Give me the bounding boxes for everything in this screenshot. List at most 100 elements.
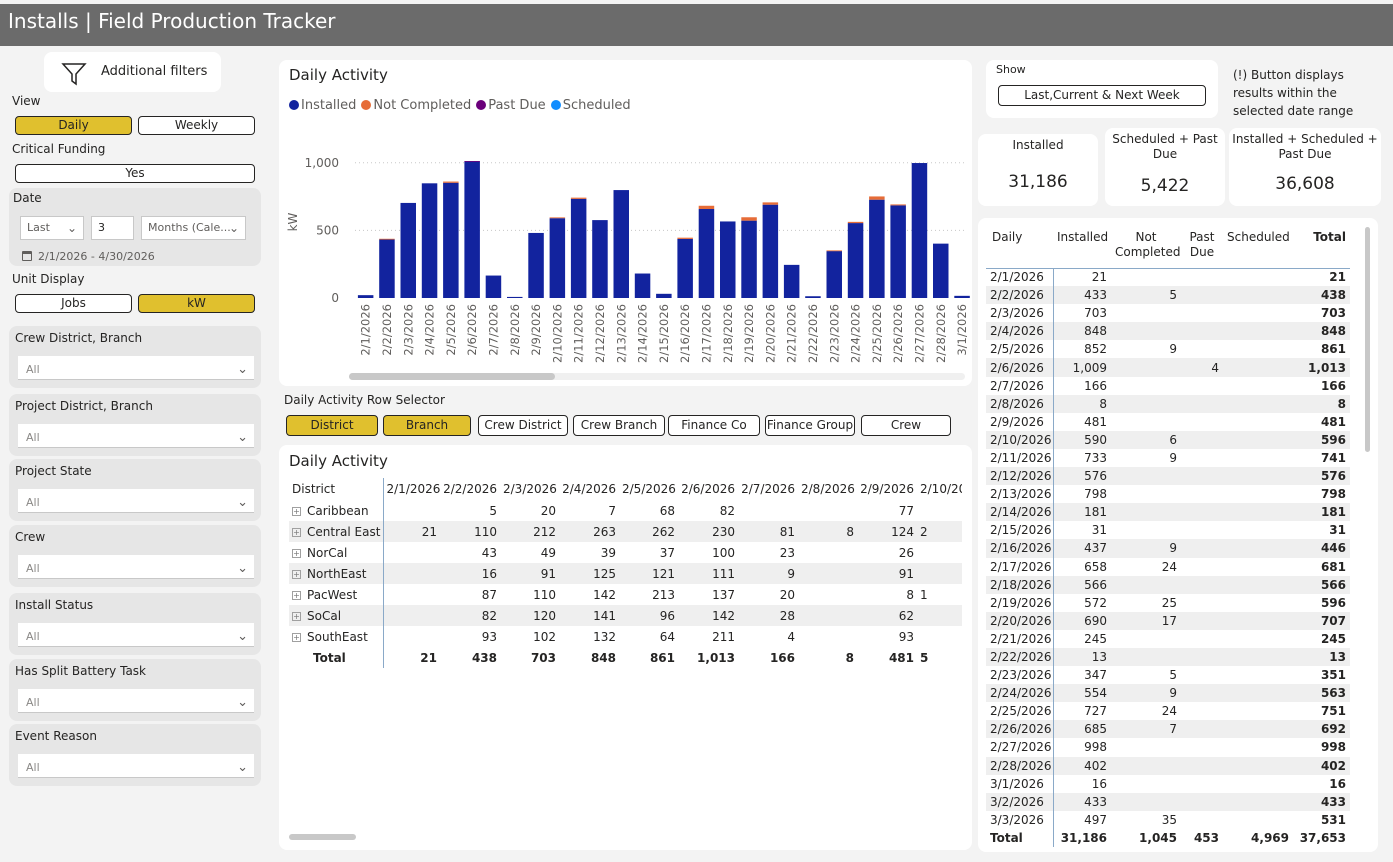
matrix-column-header[interactable]: 2/1/2026 xyxy=(386,482,441,496)
last-current-next-week-button[interactable]: Last,Current & Next Week xyxy=(998,85,1206,106)
matrix-row-header[interactable]: + NorCal xyxy=(289,542,384,563)
additional-filters-button[interactable]: Additional filters xyxy=(44,52,221,92)
expand-icon[interactable]: + xyxy=(292,527,301,537)
matrix-column-header[interactable]: 2/4/2026 xyxy=(562,482,616,496)
matrix-row-header[interactable]: + SoCal xyxy=(289,605,384,626)
matrix-column-header[interactable]: 2/3/2026 xyxy=(503,482,557,496)
bar-installed[interactable] xyxy=(762,204,779,298)
row-selector-crew-district[interactable]: Crew District xyxy=(478,415,568,436)
slicer-dropdown[interactable]: All ⌄ xyxy=(18,555,254,579)
bar-not-completed[interactable] xyxy=(762,202,779,205)
matrix-column-header[interactable]: 2/5/2026 xyxy=(622,482,676,496)
table-vertical-scrollbar[interactable] xyxy=(1365,227,1370,452)
bar-installed[interactable] xyxy=(783,264,800,298)
date-count-input[interactable]: 3 xyxy=(91,216,134,240)
bar-installed[interactable] xyxy=(464,161,480,298)
matrix-column-header[interactable]: 2/9/2026 xyxy=(860,482,914,496)
bar-installed[interactable] xyxy=(613,190,630,298)
bar-installed[interactable] xyxy=(890,205,906,298)
matrix-column-header[interactable]: 2/2/2026 xyxy=(443,482,497,496)
bar-past-due[interactable] xyxy=(464,161,480,162)
bar-installed[interactable] xyxy=(656,293,672,298)
row-selector-branch[interactable]: Branch xyxy=(383,415,471,436)
unit-kw-button[interactable]: kW xyxy=(138,294,255,313)
bar-installed[interactable] xyxy=(400,202,417,298)
table-column-header[interactable]: Installed xyxy=(1053,226,1111,269)
table-column-header[interactable]: Scheduled xyxy=(1223,226,1293,269)
slicer-dropdown[interactable]: All ⌄ xyxy=(18,356,254,380)
bar-installed[interactable] xyxy=(592,220,608,298)
bar-installed[interactable] xyxy=(933,243,949,298)
matrix-column-header[interactable]: 2/6/2026 xyxy=(681,482,735,496)
table-column-header[interactable]: Total xyxy=(1293,226,1350,269)
slicer-dropdown[interactable]: All ⌄ xyxy=(18,754,254,778)
matrix-row-header[interactable]: + PacWest xyxy=(289,584,384,605)
matrix-row-header[interactable]: + Caribbean xyxy=(289,500,384,521)
bar-installed[interactable] xyxy=(485,275,502,298)
row-selector-finance-co[interactable]: Finance Co xyxy=(668,415,760,436)
matrix-row-header[interactable]: + NorthEast xyxy=(289,563,384,584)
bar-installed[interactable] xyxy=(954,295,970,298)
bar-installed[interactable] xyxy=(549,218,566,298)
bar-installed[interactable] xyxy=(720,221,736,298)
expand-icon[interactable]: + xyxy=(292,611,301,621)
expand-icon[interactable]: + xyxy=(292,569,301,579)
bar-installed[interactable] xyxy=(826,251,843,298)
matrix-horizontal-scrollbar[interactable] xyxy=(289,834,356,840)
row-selector-finance-group[interactable]: Finance Group xyxy=(765,415,855,436)
bar-installed[interactable] xyxy=(847,223,864,298)
bar-installed[interactable] xyxy=(421,183,438,298)
bar-installed[interactable] xyxy=(677,238,693,298)
row-selector-crew[interactable]: Crew xyxy=(861,415,951,436)
bar-installed[interactable] xyxy=(805,296,821,298)
bar-installed[interactable] xyxy=(570,198,587,298)
matrix-row-header[interactable]: + Central East xyxy=(289,521,384,542)
bar-installed[interactable] xyxy=(741,220,757,298)
bar-installed[interactable] xyxy=(507,296,523,298)
legend-item[interactable]: Past Due xyxy=(476,98,546,113)
bar-not-completed[interactable] xyxy=(443,181,459,183)
expand-icon[interactable]: + xyxy=(292,506,301,516)
chart-scrollbar-thumb[interactable] xyxy=(349,373,555,380)
bar-not-completed[interactable] xyxy=(741,217,757,221)
bar-not-completed[interactable] xyxy=(379,238,395,240)
matrix-column-header[interactable]: District xyxy=(289,478,384,500)
table-column-header[interactable]: Not Completed xyxy=(1111,226,1181,269)
date-relative-dropdown[interactable]: Last ⌄ xyxy=(20,216,84,240)
bar-not-completed[interactable] xyxy=(549,217,566,219)
unit-jobs-button[interactable]: Jobs xyxy=(15,294,132,313)
view-weekly-button[interactable]: Weekly xyxy=(138,116,255,135)
view-daily-button[interactable]: Daily xyxy=(15,116,132,135)
chart-horizontal-scrollbar[interactable] xyxy=(349,373,965,380)
row-selector-district[interactable]: District xyxy=(286,415,378,436)
bar-installed[interactable] xyxy=(634,273,651,298)
row-selector-crew-branch[interactable]: Crew Branch xyxy=(573,415,665,436)
bar-not-completed[interactable] xyxy=(869,196,885,200)
critical-funding-yes-button[interactable]: Yes xyxy=(15,164,255,183)
bar-not-completed[interactable] xyxy=(826,250,843,252)
matrix-row-header[interactable]: + SouthEast xyxy=(289,626,384,647)
bar-not-completed[interactable] xyxy=(677,237,693,239)
slicer-dropdown[interactable]: All ⌄ xyxy=(18,489,254,513)
table-column-header[interactable]: Daily xyxy=(986,226,1053,269)
bar-installed[interactable] xyxy=(443,182,459,298)
date-unit-dropdown[interactable]: Months (Cale... ⌄ xyxy=(141,216,246,240)
bar-not-completed[interactable] xyxy=(698,205,715,210)
bar-not-completed[interactable] xyxy=(890,204,906,206)
expand-icon[interactable]: + xyxy=(292,590,301,600)
bar-installed[interactable] xyxy=(357,295,374,298)
bar-installed[interactable] xyxy=(869,199,885,298)
bar-installed[interactable] xyxy=(528,232,544,298)
bar-installed[interactable] xyxy=(379,239,395,298)
legend-item[interactable]: Installed xyxy=(289,98,356,113)
slicer-dropdown[interactable]: All ⌄ xyxy=(18,689,254,713)
slicer-dropdown[interactable]: All ⌄ xyxy=(18,623,254,647)
matrix-column-header[interactable]: 2/10/2026 xyxy=(920,482,962,496)
matrix-column-header[interactable]: 2/7/2026 xyxy=(741,482,795,496)
bar-not-completed[interactable] xyxy=(847,221,864,224)
bar-installed[interactable] xyxy=(698,209,715,298)
expand-icon[interactable]: + xyxy=(292,548,301,558)
legend-item[interactable]: Not Completed xyxy=(361,98,471,113)
expand-icon[interactable]: + xyxy=(292,632,301,642)
bar-installed[interactable] xyxy=(911,163,928,298)
